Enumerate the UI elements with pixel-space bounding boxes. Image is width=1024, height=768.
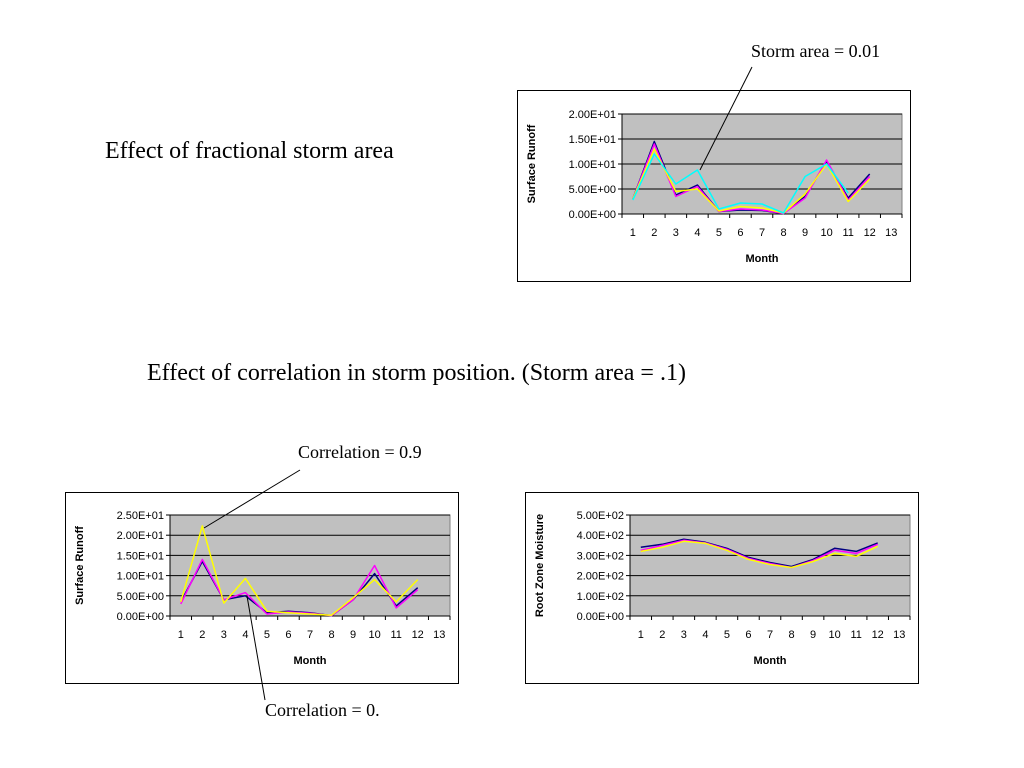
chart-storm-area: 0.00E+00 5.00E+00 1.00E+01 1.50E+01 2.00E+01… [517, 90, 911, 282]
x-tick-label: 10 [828, 629, 840, 641]
x-tick-label: 7 [759, 227, 765, 239]
series-line-3 [632, 148, 871, 214]
series-line-2 [180, 558, 419, 617]
x-tick-label: 2 [651, 227, 657, 239]
chart-correlation-runoff-svg: 0.00E+00 5.00E+00 1.00E+01 1.50E+01 2.00E+01… [74, 510, 451, 667]
x-tick-label: 13 [885, 227, 897, 239]
x-tick-label: 12 [412, 629, 424, 641]
y-tick-label: 1.50E+01 [569, 134, 616, 146]
y-tick-label: 0.00E+00 [569, 209, 616, 221]
x-tick-label: 2 [199, 629, 205, 641]
series-line-1 [640, 538, 878, 568]
y-tick-label: 2.50E+01 [117, 510, 164, 522]
y-tick-label: 0.00E+00 [577, 611, 624, 623]
y-axis-title: Root Zone Moisture [534, 514, 546, 617]
y-axis-title: Surface Runoff [526, 124, 538, 203]
chart-correlation-runoff: 0.00E+00 5.00E+00 1.00E+01 1.50E+01 2.00E+01… [65, 492, 459, 684]
plot-area [169, 514, 451, 617]
x-tick-label: 4 [242, 629, 248, 641]
callout-storm-area: Storm area = 0.01 [751, 41, 881, 61]
x-tick-label: 3 [221, 629, 227, 641]
x-tick-label: 5 [716, 227, 722, 239]
callout-correlation-zero: Correlation = 0. [265, 700, 380, 720]
x-tick-label: 11 [390, 629, 401, 641]
x-tick-label: 4 [694, 227, 700, 239]
y-tick-label: 1.50E+01 [117, 550, 164, 562]
y-tick-label: 1.00E+01 [569, 159, 616, 171]
x-tick-label: 6 [745, 629, 751, 641]
x-tick-label: 7 [307, 629, 313, 641]
y-tick-label: 3.00E+02 [577, 550, 624, 562]
x-tick-label: 8 [780, 227, 786, 239]
x-tick-label: 7 [767, 629, 773, 641]
plot-area [629, 514, 911, 617]
x-tick-label: 3 [681, 629, 687, 641]
x-axis-title: Month [294, 655, 327, 667]
chart-correlation-moisture-svg: 0.00E+00 1.00E+02 2.00E+02 3.00E+02 4.00E+02… [534, 510, 911, 667]
x-tick-label: 9 [810, 629, 816, 641]
x-tick-label: 13 [893, 629, 905, 641]
chart-storm-area-svg: 0.00E+00 5.00E+00 1.00E+01 1.50E+01 2.00E+01… [526, 109, 903, 265]
x-tick-label: 10 [820, 227, 832, 239]
y-tick-label: 5.00E+02 [577, 510, 624, 522]
chart-correlation-moisture: 0.00E+00 1.00E+02 2.00E+02 3.00E+02 4.00E+02… [525, 492, 919, 684]
x-tick-label: 1 [638, 629, 644, 641]
y-axis-title: Surface Runoff [74, 526, 86, 605]
x-tick-label: 4 [702, 629, 708, 641]
x-tick-label: 5 [724, 629, 730, 641]
series-line-2 [632, 143, 871, 215]
y-tick-label: 1.00E+02 [577, 591, 624, 603]
series-line-3 [640, 540, 879, 569]
x-tick-label: 1 [178, 629, 184, 641]
series-line-4 [632, 153, 849, 214]
x-tick-label: 3 [673, 227, 679, 239]
y-tick-label: 2.00E+02 [577, 571, 624, 583]
x-tick-label: 11 [850, 629, 861, 641]
x-axis-title: Month [754, 655, 787, 667]
y-tick-label: 5.00E+00 [569, 184, 616, 196]
x-tick-label: 10 [368, 629, 380, 641]
x-tick-label: 8 [788, 629, 794, 641]
x-tick-label: 12 [864, 227, 876, 239]
x-axis-title: Month [746, 253, 779, 265]
y-tick-label: 2.00E+01 [117, 530, 164, 542]
x-tick-label: 11 [842, 227, 853, 239]
heading-correlation: Effect of correlation in storm position.… [147, 360, 686, 386]
x-tick-label: 1 [630, 227, 636, 239]
series-line-3 [180, 525, 419, 616]
y-tick-label: 0.00E+00 [117, 611, 164, 623]
x-tick-label: 5 [264, 629, 270, 641]
y-tick-label: 2.00E+01 [569, 109, 616, 121]
x-tick-label: 9 [350, 629, 356, 641]
heading-storm-area: Effect of fractional storm area [105, 138, 394, 164]
callout-correlation-high: Correlation = 0.9 [298, 442, 422, 462]
x-tick-label: 8 [328, 629, 334, 641]
y-tick-label: 1.00E+01 [117, 571, 164, 583]
y-tick-label: 4.00E+02 [577, 530, 624, 542]
x-tick-label: 2 [659, 629, 665, 641]
x-tick-label: 9 [802, 227, 808, 239]
x-tick-label: 13 [433, 629, 445, 641]
x-tick-label: 6 [285, 629, 291, 641]
y-tick-label: 5.00E+00 [117, 591, 164, 603]
x-tick-label: 6 [737, 227, 743, 239]
x-tick-label: 12 [872, 629, 884, 641]
series-line-2 [640, 539, 878, 569]
